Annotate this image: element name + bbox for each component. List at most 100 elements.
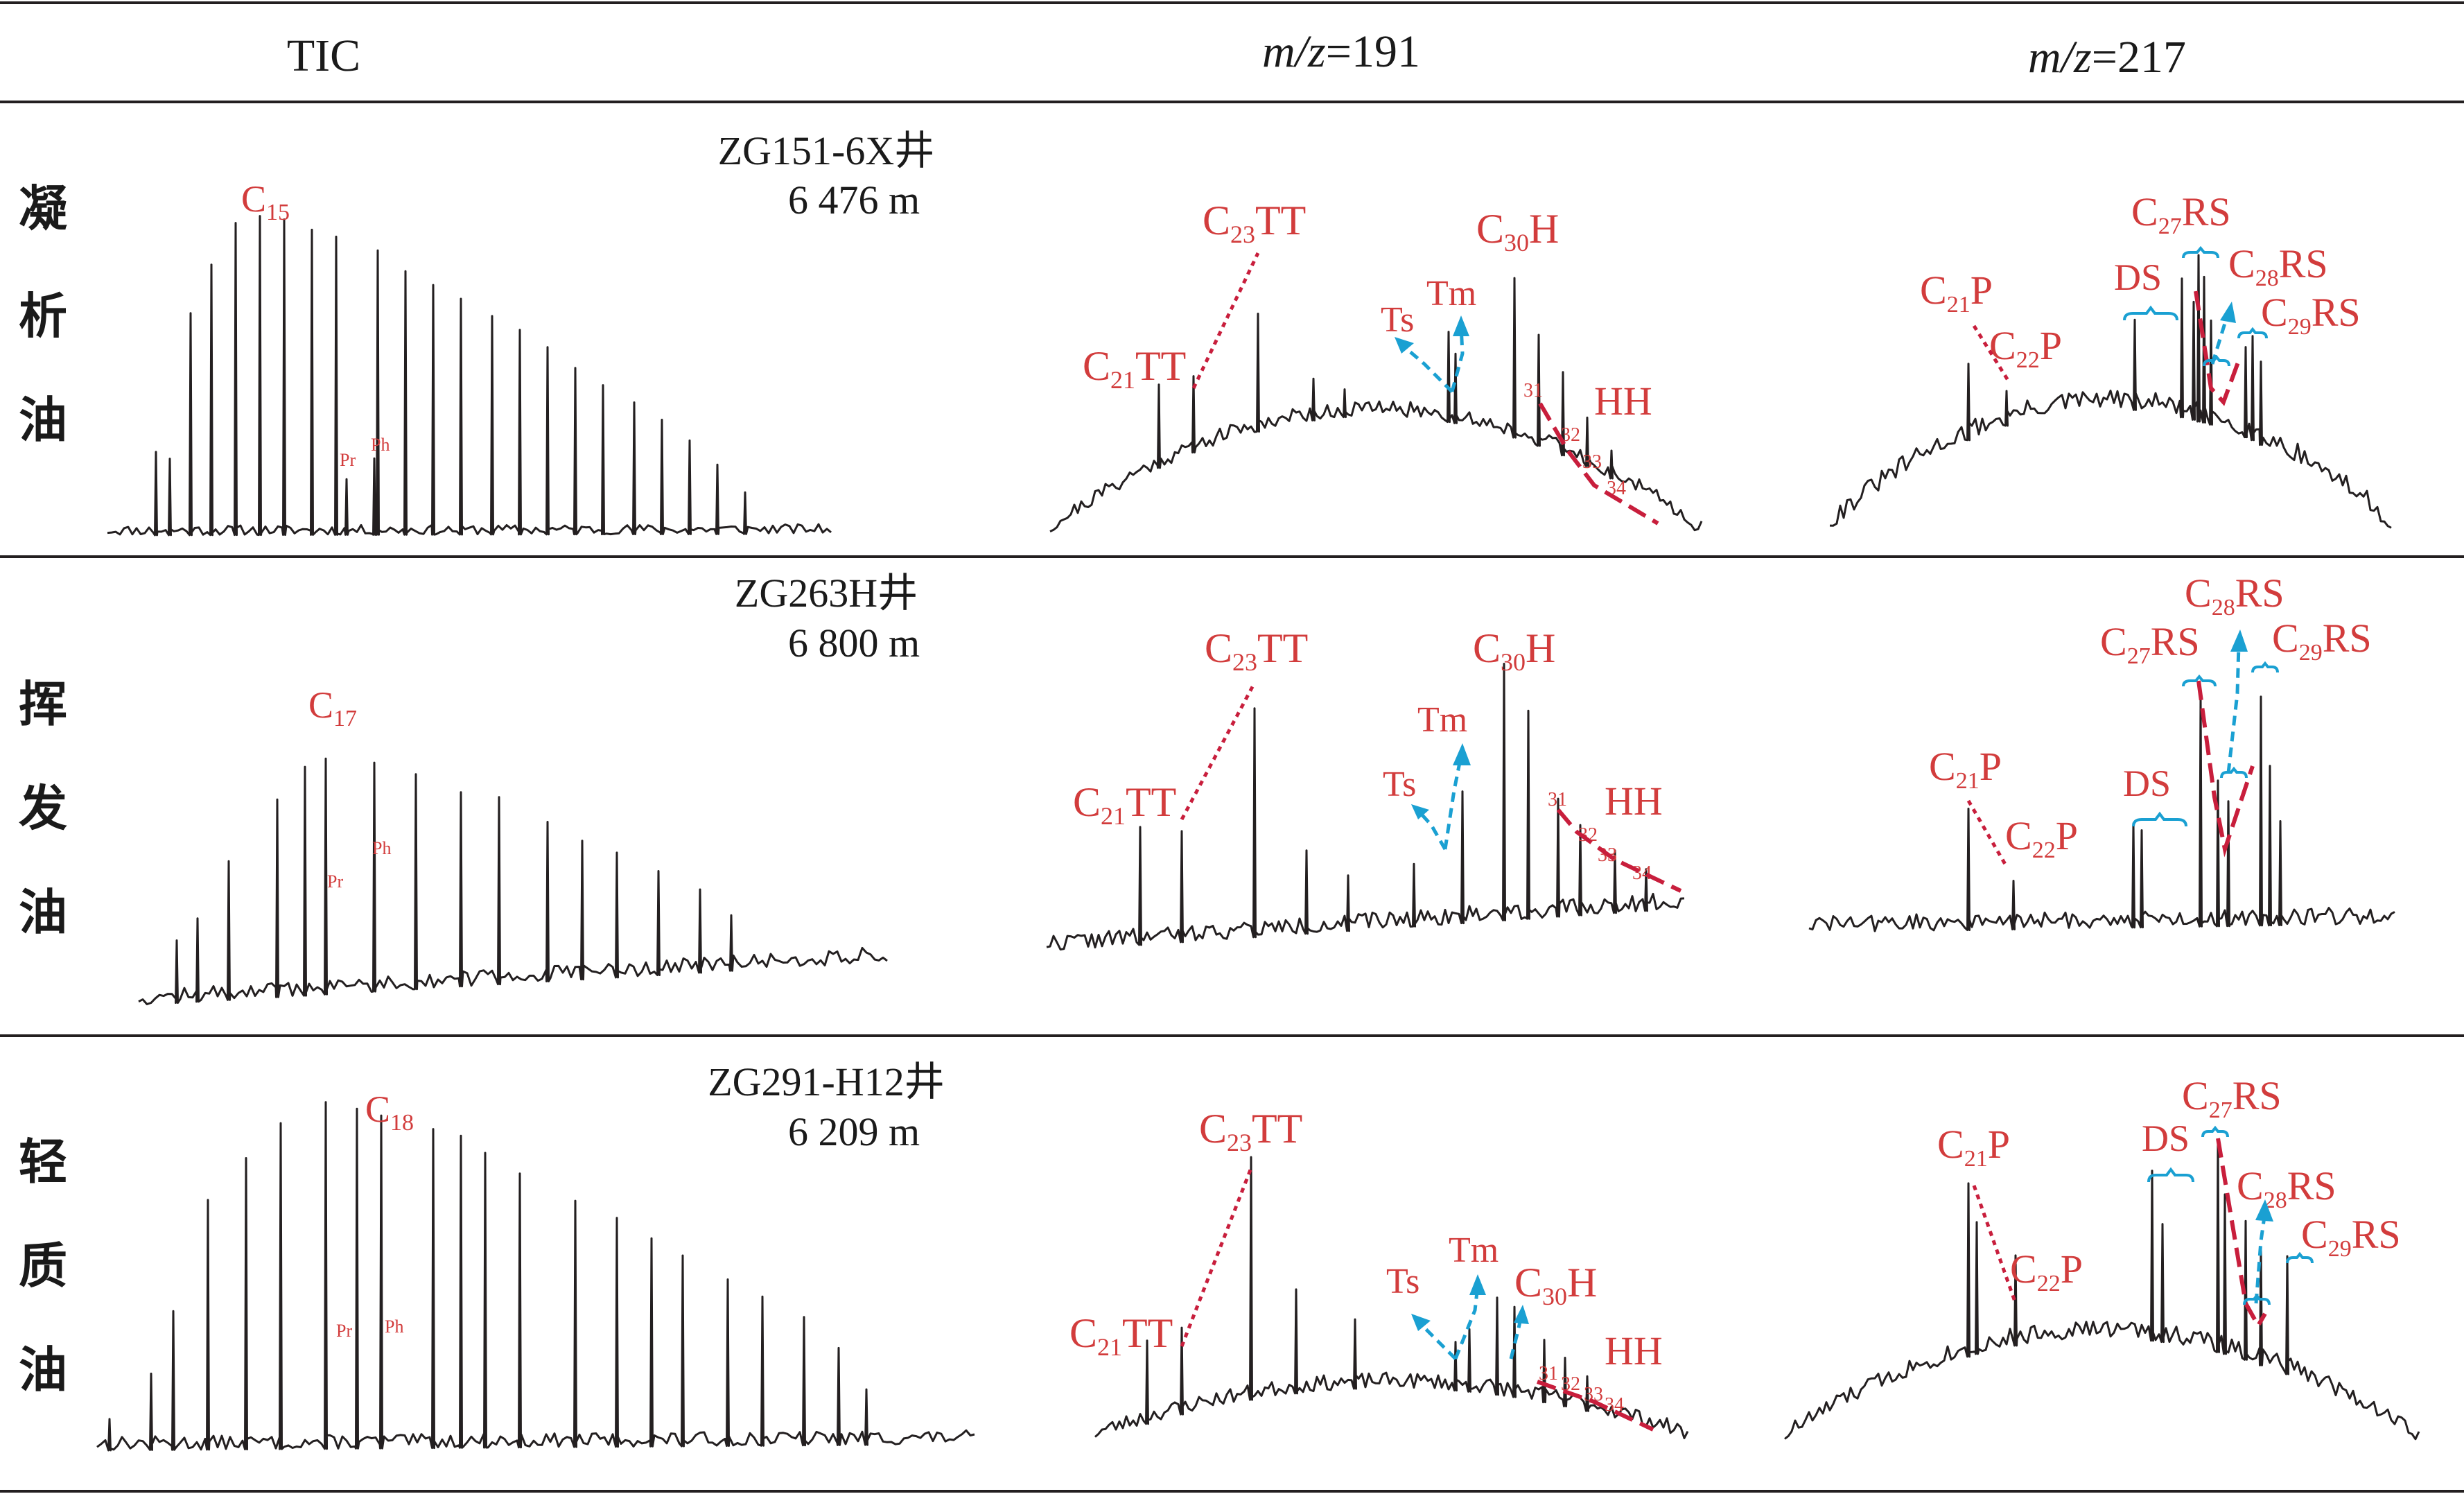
row1-hh-label: HH <box>1594 379 1652 424</box>
row3-c21tt-label: C21TT <box>1069 1310 1173 1361</box>
row1-c28rs-brace <box>2203 354 2230 367</box>
row1-33-label: 33 <box>1582 451 1602 473</box>
row2-label-char2: 发 <box>19 780 67 837</box>
row-3: 轻 质 油 ZG291-H12井 6 209 m C18 Pr Ph C21TT… <box>19 1059 2420 1452</box>
row2-m191-trace <box>1046 663 1685 950</box>
row3-c21p-label: C21P <box>1937 1122 2010 1172</box>
row1-c21tt-label: C21TT <box>1083 343 1186 394</box>
row2-c23tt-label: C23TT <box>1205 625 1308 676</box>
row3-hh-dashed-line <box>1536 1380 1654 1432</box>
row2-c21p-label: C21P <box>1929 744 2002 794</box>
row1-m217-trace <box>1829 254 2392 529</box>
row3-c27rs-brace <box>2201 1125 2229 1138</box>
row2-hh-label: HH <box>1605 779 1663 824</box>
row3-tic-trace <box>96 1101 975 1452</box>
row2-ds-brace <box>2132 811 2187 827</box>
row3-ds-label: DS <box>2142 1118 2190 1159</box>
row1-well: ZG151-6X井 <box>718 128 935 173</box>
row1-pr-label: Pr <box>340 450 356 470</box>
row3-ts-label: Ts <box>1386 1262 1419 1301</box>
row1-c29rs-brace <box>2237 327 2268 339</box>
row1-tm-arrow <box>1450 325 1465 392</box>
row1-ph-label: Ph <box>371 435 390 455</box>
row3-tm-arrow <box>1453 1285 1480 1360</box>
row3-label-char1: 轻 <box>19 1133 67 1190</box>
row1-label-char3: 油 <box>19 392 67 449</box>
row3-c23tt-label: C23TT <box>1199 1106 1302 1156</box>
row2-tt-dotted-line <box>1180 681 1257 821</box>
row2-tm-label: Tm <box>1417 700 1467 740</box>
row3-c28rs-label: C28RS <box>2237 1163 2336 1213</box>
row3-c29rs-label: C29RS <box>2301 1212 2401 1262</box>
row1-c28rs-label: C28RS <box>2228 241 2328 291</box>
header-tic: TIC <box>287 31 360 81</box>
row3-m217-trace <box>1784 1139 2420 1441</box>
row1-c23tt-label: C23TT <box>1203 198 1306 248</box>
row3-c27rs-label: C27RS <box>2182 1073 2282 1123</box>
row1-tm-arrowhead <box>1453 315 1469 336</box>
row2-c28rs-arrow <box>2226 644 2241 774</box>
row1-depth: 6 476 m <box>788 177 920 223</box>
row1-c27rs-brace <box>2182 245 2219 259</box>
row2-rs-dashed-line <box>2196 680 2255 858</box>
row3-tt-dotted-line <box>1180 1167 1253 1347</box>
row1-tic-main-label: C15 <box>241 178 290 225</box>
header-mz217: m/z=217 <box>2028 32 2186 82</box>
row3-pr-label: Pr <box>336 1321 352 1341</box>
row2-tic-main-label: C17 <box>308 684 357 731</box>
row1-tic-trace <box>107 215 832 537</box>
row2-tm-arrowhead <box>1453 743 1471 765</box>
row2-pr-label: Pr <box>327 871 343 892</box>
row2-c29rs-brace <box>2251 661 2279 673</box>
row1-tt-dotted-line <box>1191 252 1260 390</box>
row3-tm-label: Tm <box>1449 1231 1499 1270</box>
row3-c30h-arrowhead <box>1514 1305 1529 1324</box>
row2-ts-arrow <box>1416 808 1447 851</box>
row2-ts-label: Ts <box>1383 765 1416 804</box>
row3-ph-label: Ph <box>385 1317 403 1337</box>
row3-depth: 6 209 m <box>788 1109 920 1154</box>
row2-tm-arrow <box>1443 755 1463 850</box>
row2-c21tt-label: C21TT <box>1073 779 1176 830</box>
row2-p-dotted-line <box>1966 799 2009 868</box>
row2-c28rs-brace <box>2220 766 2248 779</box>
row3-c28rs-arrowhead <box>2255 1199 2273 1222</box>
row3-ds-brace <box>2147 1167 2194 1183</box>
row2-ph-label: Ph <box>372 838 391 858</box>
row1-ts-arrowhead <box>1395 337 1414 354</box>
row1-tm-label: Tm <box>1426 274 1476 313</box>
row1-label-char2: 析 <box>19 288 67 345</box>
row2-ds-label: DS <box>2123 763 2171 804</box>
row1-c28rs-arrow <box>2210 311 2230 365</box>
row2-ts-arrowhead <box>1411 804 1429 819</box>
row2-31-label: 31 <box>1548 789 1567 810</box>
row1-c30h-label: C30H <box>1476 206 1559 257</box>
row2-c22p-label: C22P <box>2005 813 2078 863</box>
row1-m191-trace <box>1049 277 1703 532</box>
row2-c28rs-label: C28RS <box>2185 571 2284 620</box>
row2-well: ZG263H井 <box>735 571 918 616</box>
row3-rs-dashed-line <box>2216 1138 2267 1330</box>
row3-tic-main-label: C18 <box>365 1088 414 1136</box>
row2-34-label: 34 <box>1632 862 1652 884</box>
row2-depth: 6 800 m <box>788 620 920 666</box>
row2-label-char1: 挥 <box>19 676 67 733</box>
row1-31-label: 31 <box>1523 380 1543 401</box>
row2-c27rs-label: C27RS <box>2100 619 2200 669</box>
row2-label-char3: 油 <box>19 884 67 941</box>
row3-ts-arrowhead <box>1411 1314 1431 1331</box>
row1-ds-label: DS <box>2114 257 2162 298</box>
row1-label-char1: 凝 <box>19 180 67 237</box>
row-2: 挥 发 油 ZG263H井 6 800 m C17 Pr Ph C21TT C2… <box>19 571 2395 1005</box>
row2-c30h-label: C30H <box>1473 625 1555 676</box>
row3-label-char3: 油 <box>19 1341 67 1398</box>
row2-c29rs-label: C29RS <box>2272 616 2372 666</box>
row3-label-char2: 质 <box>19 1237 67 1294</box>
row1-c21p-label: C21P <box>1920 268 1993 318</box>
row2-c27rs-brace <box>2182 674 2217 687</box>
row3-tm-arrowhead <box>1469 1274 1486 1295</box>
row2-c28rs-arrowhead <box>2230 629 2248 652</box>
row3-c30h-label: C30H <box>1514 1260 1597 1310</box>
row2-m217-trace <box>1808 695 2395 932</box>
